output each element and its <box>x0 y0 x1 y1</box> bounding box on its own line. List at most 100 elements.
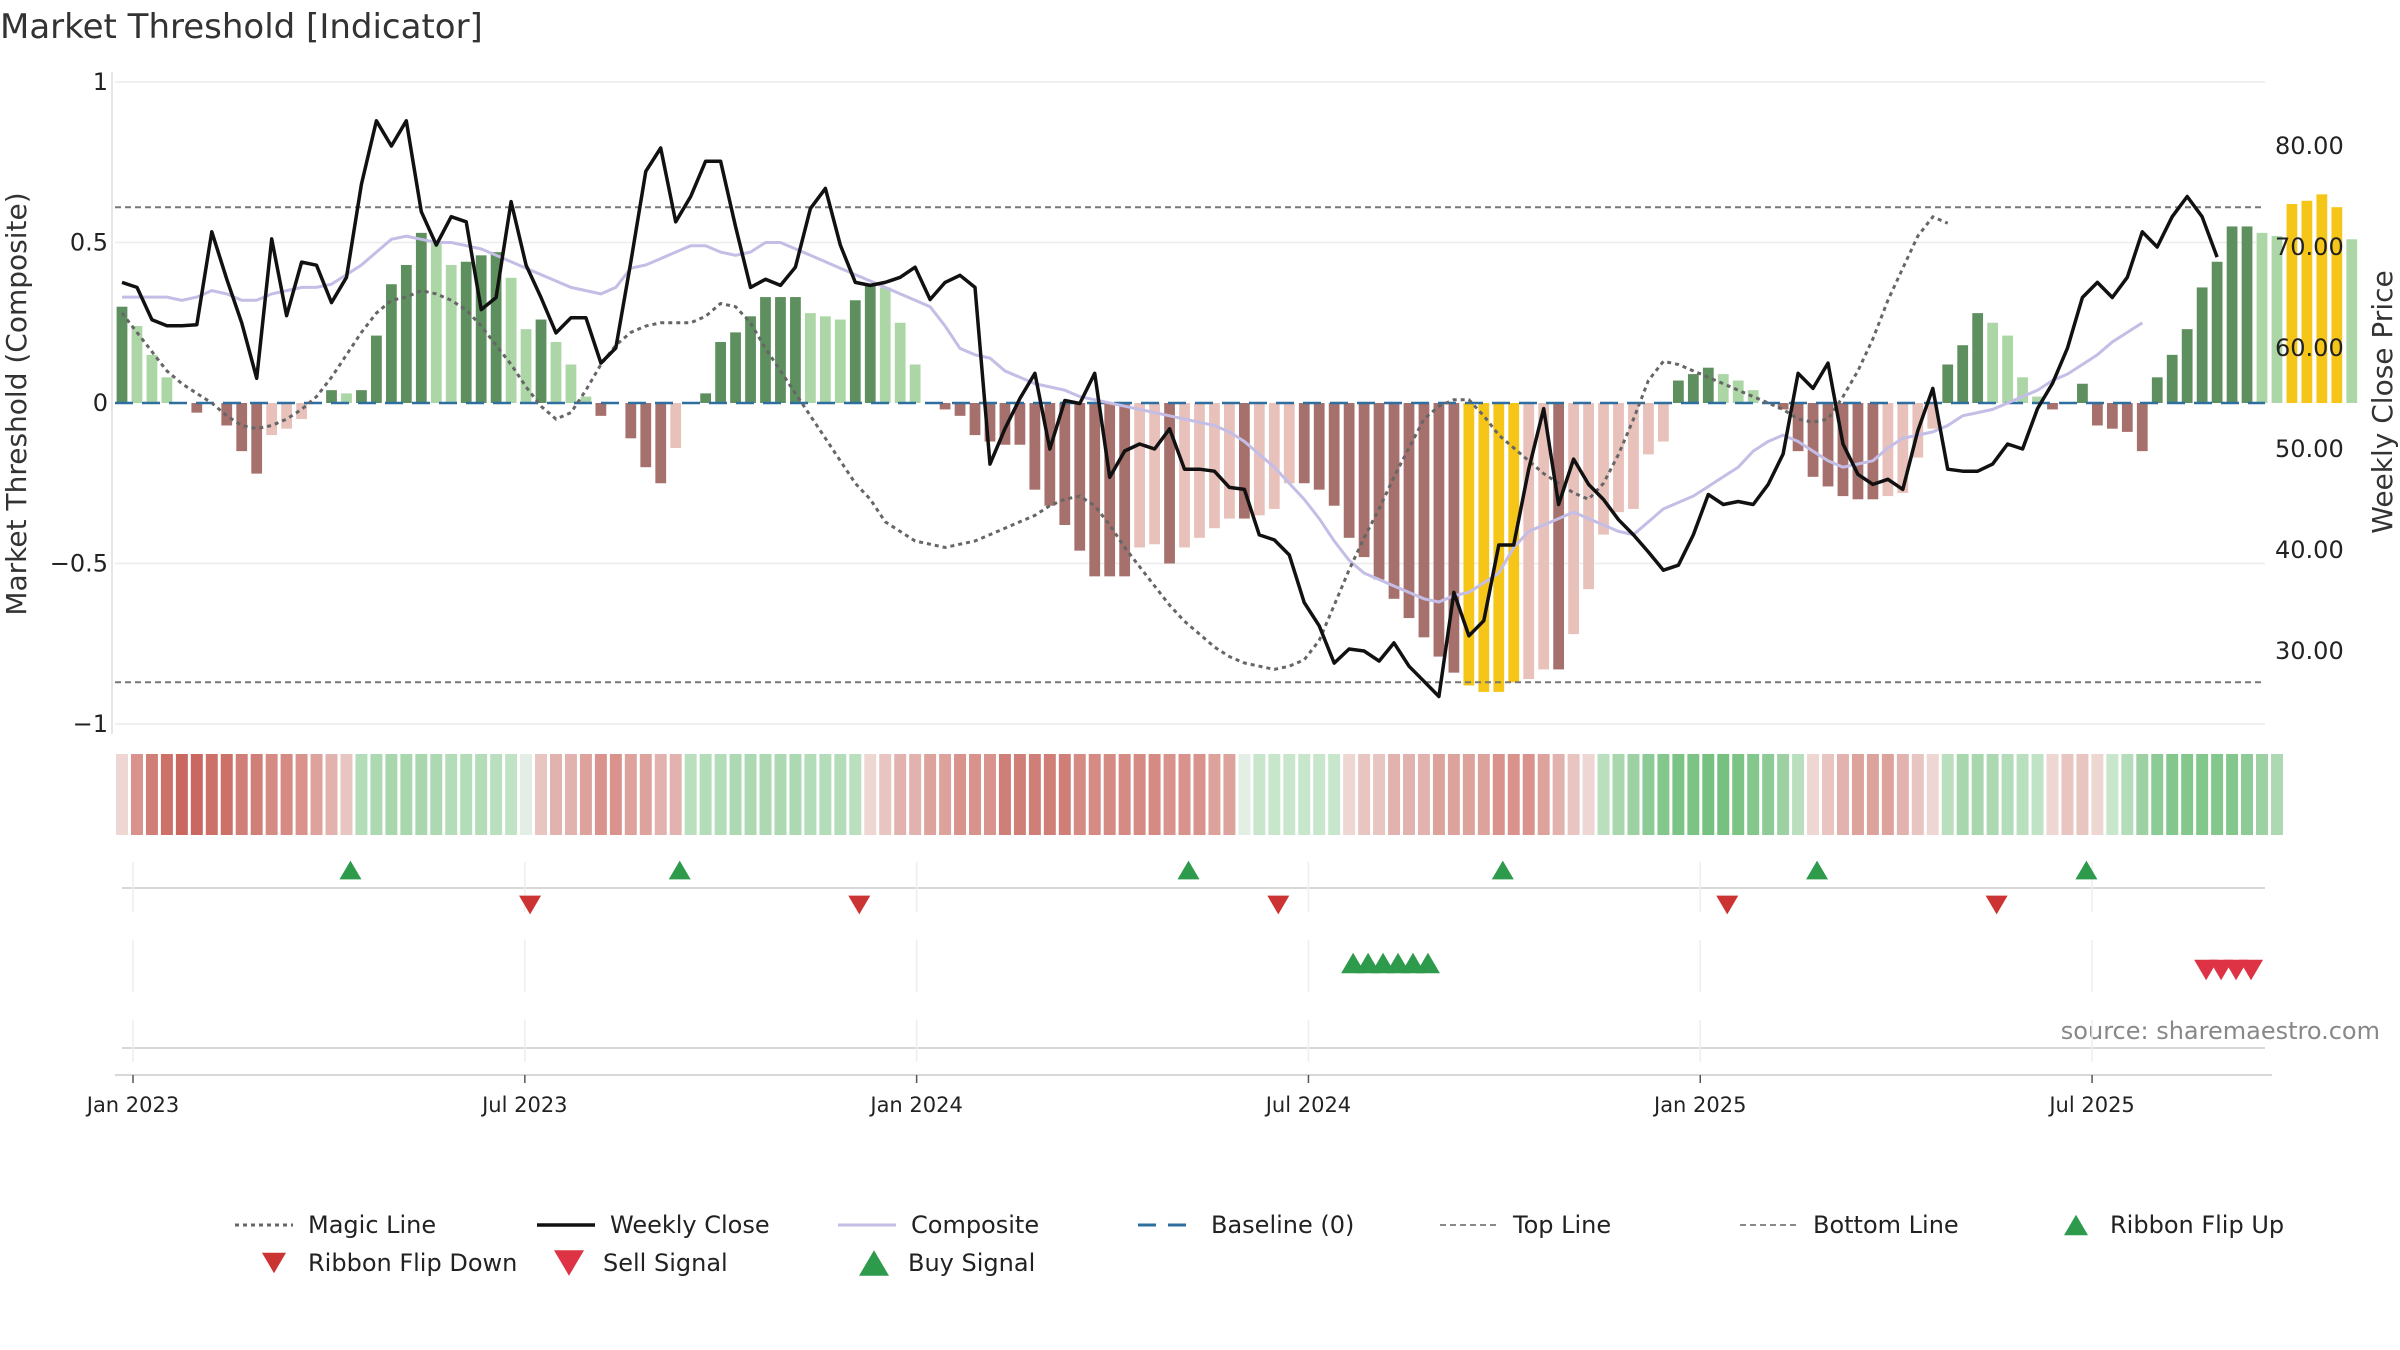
histogram-bar <box>1867 403 1879 500</box>
histogram-bar <box>281 403 293 429</box>
histogram-bar <box>415 232 427 403</box>
ribbon-cell <box>175 754 188 835</box>
histogram-bar <box>640 403 652 468</box>
histogram-bar <box>550 342 562 403</box>
histogram-bar <box>535 319 547 403</box>
histogram-bar <box>1358 403 1370 558</box>
ribbon-cell <box>265 754 278 835</box>
ribbon-cell <box>2226 754 2239 835</box>
histogram-bar <box>1089 403 1101 577</box>
histogram-bar <box>1328 403 1340 506</box>
ribbon-cell <box>400 754 413 835</box>
y-axis-left-label: Market Threshold (Composite) <box>0 192 33 615</box>
x-axis: Jan 2023 Jul 2023 Jan 2024 Jul 2024 Jan 2025… <box>85 1075 2135 1117</box>
histogram-bar <box>730 332 741 403</box>
ribbon-cell <box>1582 754 1595 835</box>
histogram-bar <box>1792 403 1804 452</box>
ribbon-cell <box>1088 754 1101 835</box>
ribbon-cell <box>1522 754 1535 835</box>
histogram-bar <box>1074 403 1086 551</box>
y-left-tick-label: 1 <box>93 68 108 96</box>
histogram-bar <box>565 364 577 403</box>
histogram-bar <box>505 277 517 403</box>
ribbon-cell <box>1283 754 1296 835</box>
histogram-bar <box>805 313 816 403</box>
ribbon-cell <box>490 754 503 835</box>
histogram-bar <box>969 403 981 436</box>
ribbon-strip <box>116 754 2283 835</box>
histogram-bar <box>131 325 143 403</box>
ribbon-cell <box>564 754 577 835</box>
histogram-bar <box>1104 403 1116 577</box>
ribbon-cell <box>550 754 562 835</box>
legend-label: Weekly Close <box>610 1211 770 1239</box>
histogram-bar <box>1628 403 1639 509</box>
histogram-bar <box>1149 403 1160 545</box>
ribbon-cell <box>1941 754 1954 835</box>
histogram-bar <box>1747 390 1759 403</box>
ribbon-cell <box>1208 754 1221 835</box>
ribbon-cell <box>370 754 383 835</box>
legend-item: Weekly Close <box>537 1211 770 1239</box>
ribbon-cell <box>2121 754 2134 835</box>
histogram-bar <box>2286 203 2298 403</box>
x-tick-label: Jan 2024 <box>868 1093 963 1117</box>
weekly-close-line <box>121 119 2219 699</box>
histogram-bar <box>655 403 667 484</box>
histogram-bar <box>2151 377 2163 403</box>
histogram-bar <box>2077 383 2088 403</box>
ribbon-cell <box>2270 754 2283 835</box>
histogram-bar <box>251 403 263 474</box>
ribbon-cell <box>834 754 847 835</box>
ribbon-cell <box>924 754 937 835</box>
ribbon-cell <box>1926 754 1939 835</box>
ribbon-cell <box>699 754 712 835</box>
x-tick-label: Jul 2025 <box>2047 1093 2134 1117</box>
ribbon-cell <box>190 754 203 835</box>
ribbon-flip-down-marker <box>1985 895 2008 915</box>
ribbon-cell <box>774 754 787 835</box>
histogram-bar <box>1702 367 1714 403</box>
ribbon-flip-up-marker <box>1806 860 1829 880</box>
y-left-tick-label: −0.5 <box>50 550 108 578</box>
histogram-bar <box>341 393 352 403</box>
ribbon-cell <box>579 754 592 835</box>
histogram-bar <box>625 403 637 439</box>
histogram-bar <box>760 297 771 403</box>
legend-item: Ribbon Flip Up <box>2064 1211 2284 1239</box>
ribbon-cell <box>983 754 996 835</box>
histogram-bar <box>1403 403 1415 619</box>
histogram-bar <box>834 319 846 403</box>
histogram-bar <box>1059 403 1071 525</box>
legend: Magic Line Weekly Close Composite Baseline … <box>235 1211 2284 1277</box>
histogram-bar <box>1568 403 1579 635</box>
histogram-bar <box>1119 403 1131 577</box>
ribbon-cell <box>1866 754 1879 835</box>
histogram-bar <box>1298 403 1310 484</box>
legend-item: Bottom Line <box>1740 1211 1959 1239</box>
histogram-bars <box>116 194 2358 692</box>
ribbon-cell <box>1103 754 1116 835</box>
ribbon-cell <box>1268 754 1281 835</box>
ribbon-cell <box>1432 754 1445 835</box>
ribbon-cell <box>205 754 218 835</box>
histogram-bar <box>1687 374 1699 403</box>
histogram-bar <box>1373 403 1385 580</box>
histogram-bar <box>1927 403 1939 429</box>
histogram-bar <box>1942 364 1954 403</box>
legend-item: Top Line <box>1440 1211 1611 1239</box>
ribbon-cell <box>2031 754 2044 835</box>
histogram-bar <box>400 264 412 403</box>
ribbon-cell <box>1777 754 1790 835</box>
y-left-tick-label: 0.5 <box>70 229 108 257</box>
legend-item: Buy Signal <box>859 1249 1035 1277</box>
ribbon-cell <box>1073 754 1086 835</box>
chart-title: Market Threshold [Indicator] <box>0 7 483 47</box>
ribbon-cell <box>849 754 862 835</box>
histogram-bar <box>2331 207 2343 403</box>
ribbon-cell <box>2076 754 2089 835</box>
histogram-bar <box>1538 403 1550 670</box>
histogram-bar <box>775 297 786 403</box>
histogram-bar <box>580 396 592 403</box>
signal-markers <box>115 860 2272 1076</box>
